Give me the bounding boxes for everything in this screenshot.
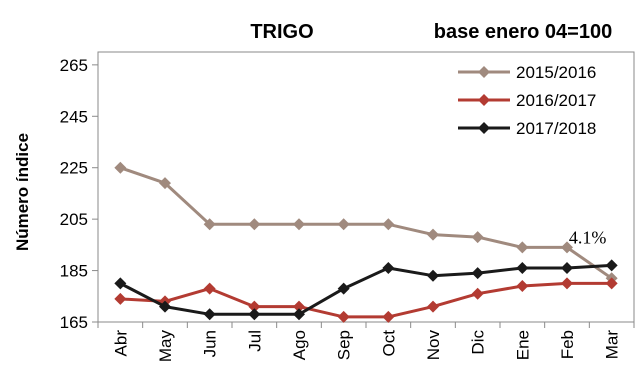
data-point [516, 262, 529, 274]
y-tick-label: 185 [60, 262, 88, 281]
x-tick-label: May [156, 330, 175, 363]
x-tick-label: Jul [245, 330, 264, 352]
data-point [427, 269, 439, 282]
data-point [605, 259, 618, 272]
data-point [114, 277, 127, 290]
data-point [293, 308, 305, 321]
x-tick-label: Nov [424, 330, 443, 361]
chart-subtitle: base enero 04=100 [434, 21, 612, 43]
y-axis-label: Número índice [13, 133, 32, 251]
data-point [293, 218, 305, 231]
legend-marker [478, 94, 490, 106]
series-line-2015-2016 [119, 166, 613, 280]
y-tick-label: 205 [60, 210, 88, 229]
data-point [471, 287, 484, 300]
data-point [427, 228, 439, 241]
plot-area: 165 185 205 225 245 265 Abr May Jun Jul Ago Sep Oct N… [60, 51, 635, 363]
data-point [248, 308, 261, 321]
data-point [114, 292, 127, 305]
data-point [427, 300, 439, 313]
data-point [561, 241, 573, 254]
data-point [248, 218, 261, 231]
x-tick-label: Dic [469, 330, 488, 355]
data-point [337, 218, 350, 231]
annotation-label: 4.1% [569, 227, 607, 247]
y-tick-label: 245 [60, 107, 88, 126]
y-tick-label: 225 [60, 159, 88, 178]
y-tick-label: 265 [60, 56, 88, 75]
data-point [248, 300, 261, 313]
data-point [203, 218, 216, 231]
data-point [382, 262, 395, 274]
legend-label: 2017/2018 [516, 119, 596, 138]
x-tick-label: Mar [603, 330, 622, 360]
data-point [203, 282, 216, 295]
data-point [337, 310, 350, 323]
data-point [337, 282, 350, 295]
series-line-2017-2018 [119, 263, 612, 316]
data-point [382, 310, 395, 323]
series-line-2016-2017 [120, 281, 612, 319]
legend-marker [478, 66, 490, 78]
data-point [516, 280, 529, 292]
data-point [561, 277, 573, 290]
x-tick-label: Feb [558, 330, 577, 359]
x-tick-label: Abr [111, 330, 130, 357]
data-point [561, 262, 573, 274]
x-tick-label: Ago [290, 330, 309, 360]
data-point [516, 241, 529, 254]
data-point [159, 177, 171, 190]
data-point [471, 267, 484, 280]
data-point [203, 308, 216, 321]
chart-title: TRIGO [250, 21, 313, 43]
x-tick-label: Ene [513, 330, 532, 360]
data-point [471, 231, 484, 244]
data-point [293, 300, 305, 313]
data-point [159, 300, 171, 313]
legend-label: 2015/2016 [516, 63, 596, 82]
data-point [382, 218, 395, 231]
legend: 2015/2016 2016/2017 2017/2018 [458, 63, 596, 138]
data-point [605, 277, 618, 290]
legend-marker [478, 122, 490, 134]
data-point [114, 161, 127, 174]
x-tick-label: Oct [379, 330, 398, 357]
x-tick-label: Sep [335, 330, 354, 360]
x-tick-label: Jun [201, 330, 220, 357]
legend-label: 2016/2017 [516, 91, 596, 110]
y-tick-label: 165 [60, 313, 88, 332]
